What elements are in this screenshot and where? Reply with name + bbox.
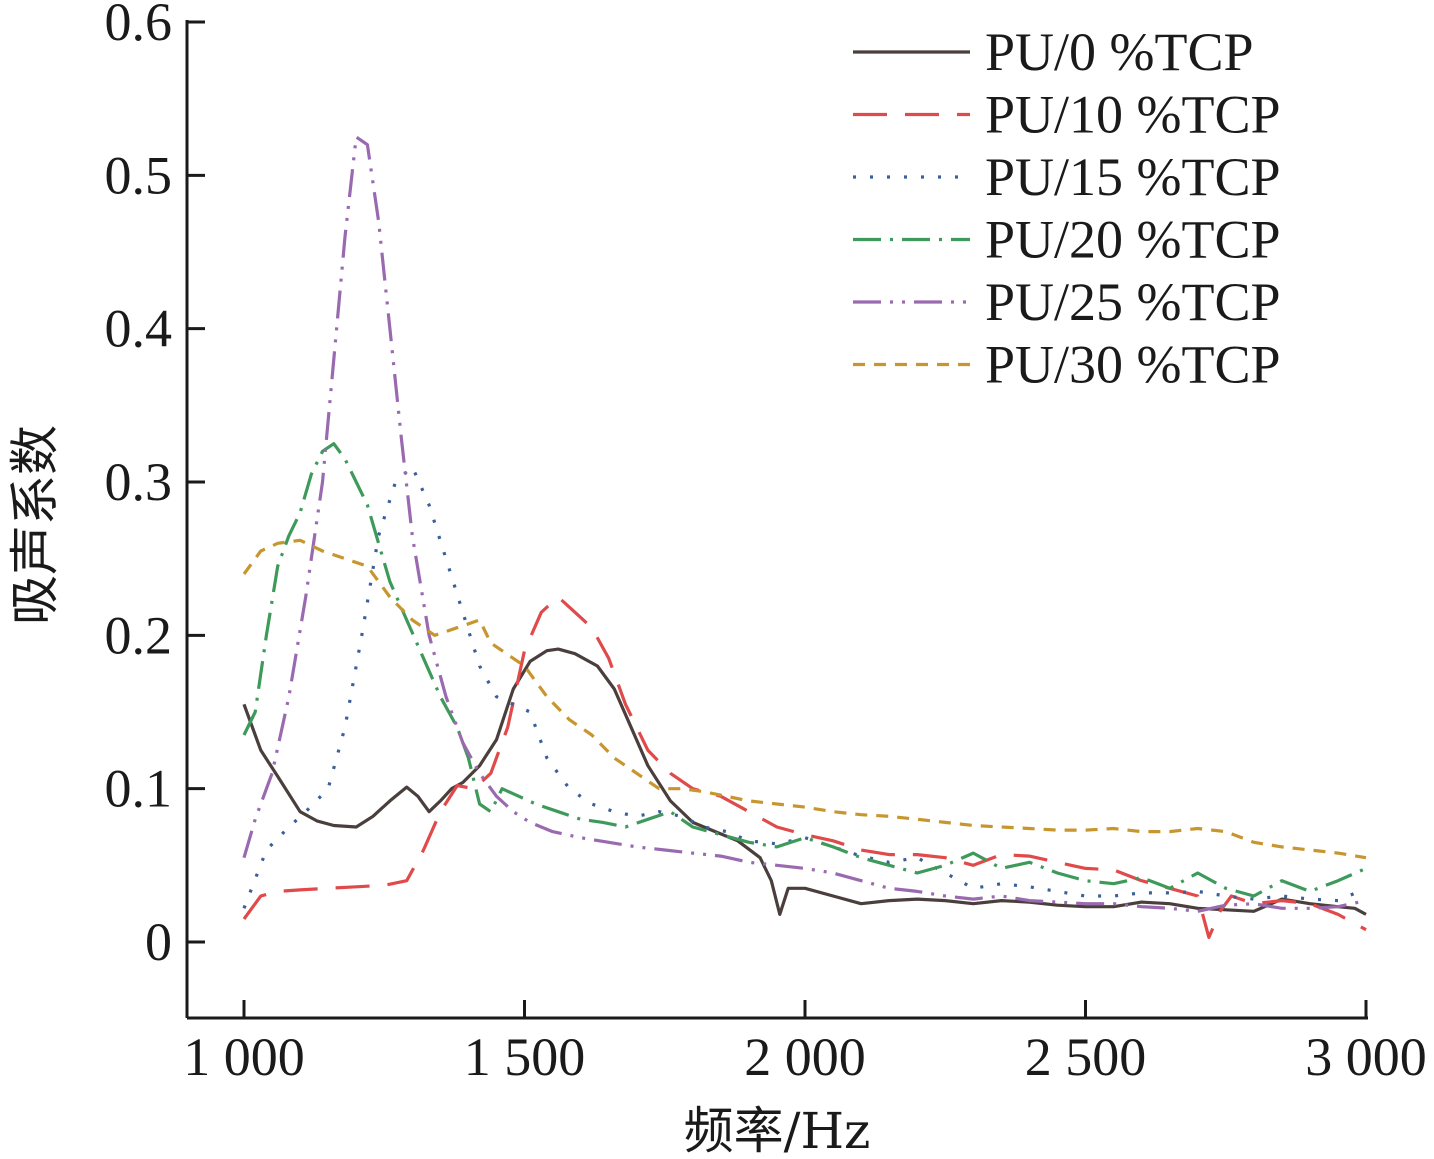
x-tick-label: 2 000 bbox=[744, 1027, 866, 1087]
ticks: 0 0.1 0.2 0.3 0.4 0.5 0.6 1 000 1 500 2 000 2 500 3… bbox=[105, 0, 1427, 1087]
y-tick-label: 0 bbox=[145, 912, 172, 972]
legend-label-1: PU/10 %TCP bbox=[985, 85, 1281, 145]
x-axis-title: 频率/Hz bbox=[684, 1102, 871, 1159]
series-line-0 bbox=[242, 647, 1367, 917]
legend-label-5: PU/30 %TCP bbox=[985, 335, 1281, 395]
series-line-1 bbox=[242, 595, 1367, 940]
x-tick-label: 2 500 bbox=[1025, 1027, 1147, 1087]
y-tick-label: 0.1 bbox=[105, 759, 173, 819]
legend-label-3: PU/20 %TCP bbox=[985, 210, 1281, 270]
y-tick-label: 0.3 bbox=[105, 452, 173, 512]
legend-label-2: PU/15 %TCP bbox=[985, 147, 1281, 207]
axes bbox=[185, 20, 1368, 1020]
series-line-4 bbox=[242, 135, 1367, 913]
series-layer bbox=[242, 135, 1367, 940]
x-tick-label: 1 500 bbox=[464, 1027, 586, 1087]
y-tick-label: 0.5 bbox=[105, 145, 173, 205]
y-tick-label: 0.6 bbox=[105, 0, 173, 52]
series-line-5 bbox=[242, 538, 1367, 860]
legend-label-0: PU/0 %TCP bbox=[985, 22, 1254, 82]
y-tick-label: 0.2 bbox=[105, 605, 173, 665]
x-tick-label: 1 000 bbox=[183, 1027, 305, 1087]
y-axis-title: 吸声系数 bbox=[6, 425, 64, 625]
y-tick-label: 0.4 bbox=[105, 299, 173, 359]
x-tick-label: 3 000 bbox=[1305, 1027, 1427, 1087]
series-line-3 bbox=[242, 442, 1367, 898]
legend-label-4: PU/25 %TCP bbox=[985, 272, 1281, 332]
